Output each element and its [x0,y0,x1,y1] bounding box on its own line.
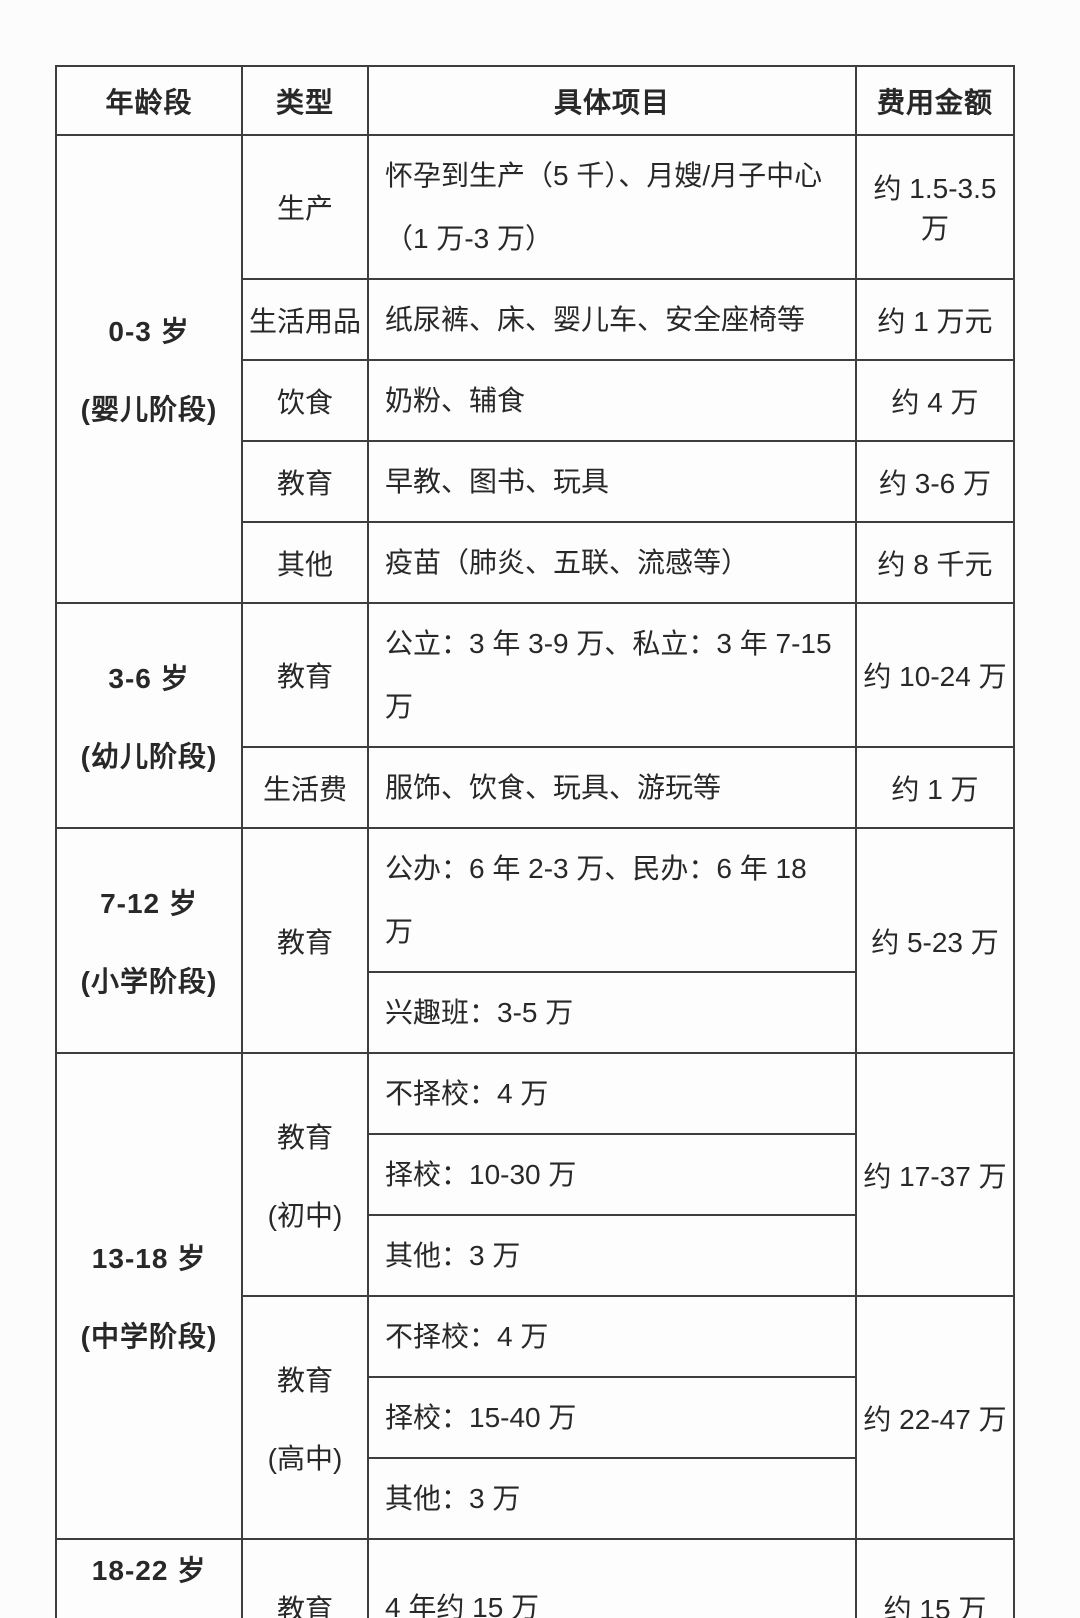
cost-cell: 约 1 万元 [855,278,1015,361]
header-type: 类型 [241,65,369,136]
type-sublabel: (初中) [267,1199,343,1231]
cost-cell: 约 17-37 万 [855,1052,1015,1297]
table-row: 13-18 岁 (中学阶段) 教育 (初中) 不择校：4 万 约 17-37 万 [55,1052,1015,1540]
cost-cell: 约 4 万 [855,359,1015,442]
table-row: 兴趣班：3-5 万 [56,971,1014,1054]
cost-table-container: 年龄段 类型 具体项目 费用金额 0-3 岁 (婴儿阶段) 生产 怀孕到生产（5… [55,65,1015,1618]
items-cell: 不择校：4 万 [367,1052,857,1135]
items-cell: 择校：10-30 万 [367,1133,857,1216]
age-label: 18-22 岁 [91,1554,207,1586]
table-row: 择校：15-40 万 [56,1376,1014,1459]
type-sublabel: (高中) [267,1442,343,1474]
type-cell-junior: 教育 (初中) [241,1052,369,1297]
age-label: 3-6 岁 [108,662,190,694]
cost-cell: 约 1 万 [855,746,1015,829]
age-cell-18-22: 18-22 岁 (大学阶段) [55,1538,243,1618]
items-cell: 疫苗（肺炎、五联、流感等） [367,521,857,604]
header-row: 年龄段 类型 具体项目 费用金额 [55,65,1015,136]
cost-cell: 约 3-6 万 [855,440,1015,523]
age-cell-7-12: 7-12 岁 (小学阶段) [55,827,243,1054]
age-stack: 13-18 岁 (中学阶段) [58,1237,240,1355]
cost-cell: 约 10-24 万 [855,602,1015,748]
items-cell: 不择校：4 万 [367,1295,857,1378]
header-age: 年龄段 [55,65,243,136]
table-row: 生活费 服饰、饮食、玩具、游玩等 约 1 万 [56,746,1015,829]
type-cell: 生活费 [241,746,369,829]
age-label: 0-3 岁 [108,316,190,347]
items-cell: 服饰、饮食、玩具、游玩等 [367,746,857,829]
age-cell-13-18: 13-18 岁 (中学阶段) [55,1052,243,1540]
table-row: 饮食 奶粉、辅食 约 4 万 [56,359,1015,442]
items-cell: 其他：3 万 [367,1457,857,1540]
phase-label: (幼儿阶段) [80,740,218,772]
age-stack: 3-6 岁 (幼儿阶段) [58,657,240,775]
items-cell: 纸尿裤、床、婴儿车、安全座椅等 [367,278,857,361]
cost-cell: 约 5-23 万 [855,827,1015,1054]
table-row: 其他 疫苗（肺炎、五联、流感等） 约 8 千元 [56,521,1015,604]
table-row: 教育 (高中) 不择校：4 万 约 22-47 万 [56,1295,1015,1540]
items-cell: 公办：6 年 2-3 万、民办：6 年 18 万 [367,827,857,973]
items-cell: 兴趣班：3-5 万 [367,971,857,1054]
table-row: 生活用品 纸尿裤、床、婴儿车、安全座椅等 约 1 万元 [56,278,1015,361]
items-cell: 早教、图书、玩具 [367,440,857,523]
age-cell-3-6: 3-6 岁 (幼儿阶段) [55,602,243,829]
child-raising-cost-table: 年龄段 类型 具体项目 费用金额 0-3 岁 (婴儿阶段) 生产 怀孕到生产（5… [55,65,1015,1618]
age-cell-0-3: 0-3 岁 (婴儿阶段) [55,134,243,604]
cost-cell: 约 22-47 万 [855,1295,1015,1540]
type-stack: 教育 (初中) [244,1116,366,1234]
type-cell: 教育 [241,827,369,1054]
type-cell: 教育 [241,440,369,523]
type-label: 教育 [276,1364,333,1396]
table-row: 18-22 岁 (大学阶段) 教育 4 年约 15 万 约 15 万 [55,1538,1015,1618]
items-cell: 公立：3 年 3-9 万、私立：3 年 7-15 万 [367,602,857,748]
age-stack: 0-3 岁 (婴儿阶段) [58,310,240,428]
age-label: 7-12 岁 [100,887,198,919]
type-stack: 教育 (高中) [244,1359,366,1477]
items-cell: 奶粉、辅食 [367,359,857,442]
type-label: 教育 [276,1121,333,1153]
header-cost: 费用金额 [855,65,1015,136]
type-cell: 生产 [241,134,369,280]
cost-cell: 约 8 千元 [855,521,1015,604]
items-cell: 择校：15-40 万 [367,1376,857,1459]
type-cell-senior: 教育 (高中) [241,1295,369,1540]
type-cell: 其他 [241,521,369,604]
phase-label: (中学阶段) [80,1321,218,1352]
items-cell: 4 年约 15 万 [367,1538,857,1618]
type-cell: 教育 [241,602,369,748]
header-items: 具体项目 [367,65,857,136]
age-label: 13-18 岁 [91,1243,207,1274]
age-stack: 7-12 岁 (小学阶段) [58,882,240,1000]
table-row: 7-12 岁 (小学阶段) 教育 公办：6 年 2-3 万、民办：6 年 18 … [55,827,1015,1054]
phase-label: (婴儿阶段) [80,394,218,425]
table-row: 0-3 岁 (婴儿阶段) 生产 怀孕到生产（5 千）、月嫂/月子中心（1 万-3… [55,134,1015,604]
type-cell: 教育 [241,1538,369,1618]
table-row: 3-6 岁 (幼儿阶段) 教育 公立：3 年 3-9 万、私立：3 年 7-15… [55,602,1015,829]
cost-cell: 约 1.5-3.5 万 [855,134,1015,280]
phase-label: (小学阶段) [80,965,218,997]
table-row: 其他：3 万 [56,1214,1014,1297]
type-cell: 生活用品 [241,278,369,361]
items-cell: 怀孕到生产（5 千）、月嫂/月子中心（1 万-3 万） [367,134,857,280]
table-row: 教育 早教、图书、玩具 约 3-6 万 [56,440,1015,523]
age-stack: 18-22 岁 (大学阶段) [58,1549,240,1618]
cost-cell: 约 15 万 [855,1538,1015,1618]
table-row: 其他：3 万 [56,1457,1014,1540]
items-cell: 其他：3 万 [367,1214,857,1297]
table-row: 择校：10-30 万 [56,1133,1014,1216]
type-cell: 饮食 [241,359,369,442]
